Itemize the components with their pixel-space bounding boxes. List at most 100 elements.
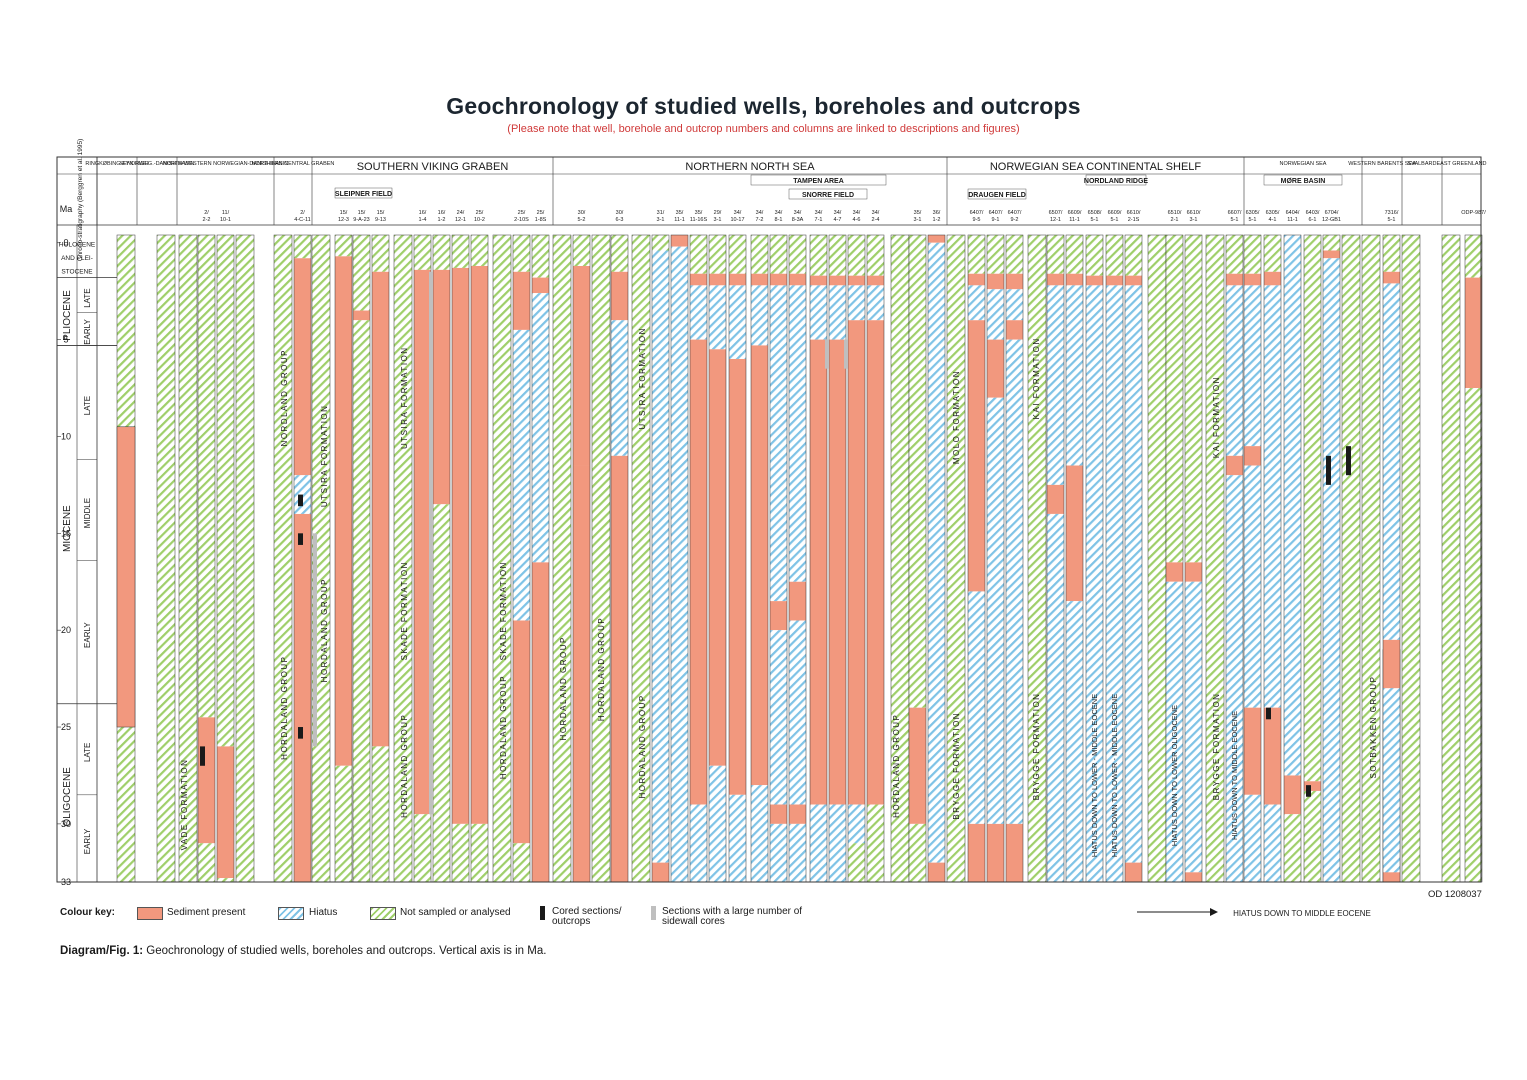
region-label-5: NORTHERN NORTH SEA [685, 161, 815, 173]
litho-column-9 [591, 234, 611, 883]
well-37-segment-0 [1185, 235, 1202, 563]
well-16-segment-3 [690, 339, 707, 805]
well-18-segment-3 [729, 358, 746, 795]
well-6-segment-1 [414, 269, 431, 815]
well-28-segment-0 [968, 235, 985, 274]
well-label-24-a: 34/ [853, 210, 861, 216]
well-label-30-b: 9-2 [1011, 217, 1019, 223]
region-label-4: SOUTHERN VIKING GRABEN [357, 161, 509, 173]
well-33-segment-1 [1086, 275, 1103, 286]
well-label-39-b: 5-1 [1249, 217, 1257, 223]
well-label-6-a: 16/ [419, 210, 427, 216]
well-label-42-a: 6403/ [1306, 210, 1320, 216]
subregion-label-2: SNORRE FIELD [802, 192, 854, 199]
well-34-segment-2 [1106, 285, 1123, 456]
cored-marker-4 [1326, 455, 1331, 485]
well-label-0-b: 2-2 [203, 217, 211, 223]
subregion-box-2 [788, 188, 868, 200]
well-label-32-b: 11-1 [1069, 217, 1080, 223]
unit-label-3: HORDALAND GROUP [320, 578, 329, 682]
unit-label-4: UTSIRA FORMATION [400, 346, 409, 449]
cored-marker-7 [1266, 707, 1271, 720]
diagram-subtitle: (Please note that well, borehole and out… [507, 123, 1020, 135]
well-21-segment-3 [789, 581, 806, 621]
litho-column-18 [1401, 234, 1421, 883]
unit-label-15: BRYGGE FORMATION [952, 712, 961, 820]
well-37-segment-1 [1185, 562, 1202, 582]
well-39-segment-2 [1244, 285, 1261, 447]
well-label-24-b: 4-6 [853, 217, 861, 223]
chrono-header: Chrono-stratigraphy (Berggren et al. 199… [77, 139, 84, 261]
well-label-36-a: 6510/ [1168, 210, 1182, 216]
well-24-segment-4 [848, 804, 865, 844]
well-2-segment-2 [294, 475, 311, 514]
well-label-44-a: 7316/ [1385, 210, 1399, 216]
colour-key-label: Colour key: [60, 907, 116, 918]
well-20-segment-0 [770, 235, 787, 274]
well-23-segment-1 [829, 275, 846, 286]
well-40-segment-0 [1264, 235, 1281, 272]
well-18-segment-1 [729, 273, 746, 286]
well-36-segment-0 [1166, 235, 1183, 563]
well-label-18-a: 34/ [734, 210, 742, 216]
subregion-box-4 [1263, 174, 1343, 186]
well-21-segment-1 [789, 273, 806, 286]
well-25-segment-3 [867, 320, 884, 805]
well-30-segment-2 [1006, 289, 1023, 321]
well-label-15-b: 11-1 [674, 217, 685, 223]
outer-frame [56, 156, 1482, 883]
hiatus-key-text: Hiatus [309, 907, 338, 918]
subregion-box-3 [967, 188, 1027, 200]
well-label-38-b: 5-1 [1231, 217, 1239, 223]
unit-label-7: HORDALAND GROUP [499, 675, 508, 779]
well-label-15-a: 35/ [676, 210, 684, 216]
well-25-segment-4 [867, 804, 884, 882]
unit-label-12: HORDALAND GROUP [638, 694, 647, 798]
unit-label-2: UTSIRA FORMATION [320, 405, 329, 508]
well-44-segment-2 [1383, 283, 1400, 640]
well-32-segment-2 [1066, 285, 1083, 466]
well-label-1-b: 10-1 [220, 217, 231, 223]
well-1-segment-0 [217, 235, 234, 747]
region-label-7: NORWEGIAN SEA [1280, 161, 1327, 167]
epoch-label-2: MIOCENE [62, 505, 73, 552]
well-35-segment-0 [1125, 235, 1142, 276]
well-32-segment-1 [1066, 273, 1083, 286]
well-35-segment-1 [1125, 275, 1142, 286]
well-label-40-a: 6305/ [1266, 210, 1280, 216]
unit-label-5: SKADE FORMATION [400, 561, 409, 660]
well-11-segment-2 [532, 293, 549, 563]
well-27-segment-1 [928, 242, 945, 863]
stage-label-1-0: LATE [83, 288, 92, 307]
well-label-0-a: 2/ [204, 210, 209, 216]
stage-label-3-1: EARLY [83, 828, 92, 854]
litho-column-16 [1341, 234, 1361, 883]
well-34-segment-0 [1106, 235, 1123, 276]
well-0-segment-1 [198, 717, 215, 844]
well-17-segment-1 [709, 273, 726, 286]
well-2-segment-0 [294, 235, 311, 259]
well-label-23-a: 34/ [834, 210, 842, 216]
well-9-segment-2 [471, 823, 488, 882]
well-19-segment-0 [751, 235, 768, 274]
well-label-26-b: 3-1 [914, 217, 922, 223]
well-12-segment-2 [573, 465, 590, 882]
stage-label-1-1: EARLY [83, 318, 92, 344]
axis-tick-2: 10 [61, 431, 71, 441]
well-31-segment-1 [1047, 273, 1064, 286]
well-label-9-a: 25/ [476, 210, 484, 216]
well-11-segment-3 [532, 562, 549, 882]
well-16-segment-1 [690, 273, 707, 286]
well-21-segment-2 [789, 285, 806, 582]
well-29-segment-2 [987, 289, 1004, 340]
well-25-segment-2 [867, 285, 884, 321]
epoch-label-0c: STOCENE [61, 269, 93, 276]
well-label-20-a: 34/ [775, 210, 783, 216]
sidewall-marker-0 [313, 533, 317, 747]
well-28-segment-2 [968, 285, 985, 321]
unit-label-17: BRYGGE FORMATION [1032, 693, 1041, 801]
well-20-segment-6 [770, 823, 787, 882]
well-10-segment-3 [513, 620, 530, 844]
cored-marker-3 [298, 727, 303, 739]
subregion-label-4: MØRE BASIN [1281, 178, 1326, 185]
